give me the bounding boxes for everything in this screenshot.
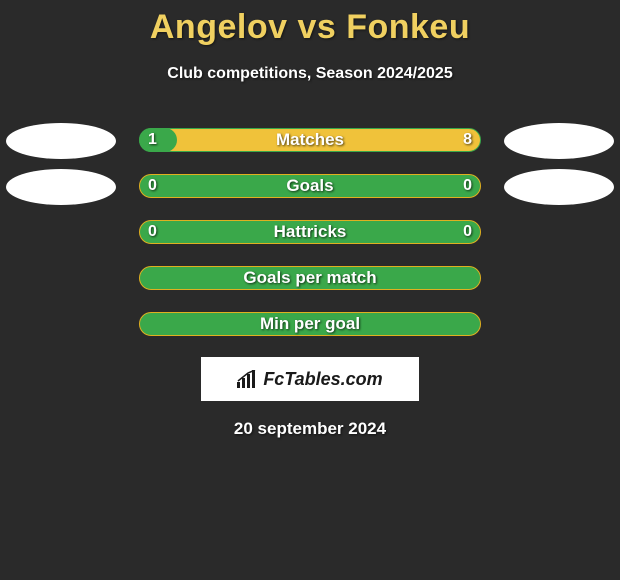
stat-value-left: 0	[148, 174, 157, 198]
stat-value-right: 0	[463, 174, 472, 198]
stat-row: Goals0 0	[0, 163, 620, 209]
player-avatar-left	[6, 169, 116, 205]
stat-value-left: 0	[148, 220, 157, 244]
stats-list: Matches18Goals00Hattricks00Goals per mat…	[0, 117, 620, 347]
stat-label: Goals per match	[139, 266, 481, 290]
stat-label: Matches	[139, 128, 481, 152]
stat-label: Goals	[139, 174, 481, 198]
stat-value-right: 0	[463, 220, 472, 244]
chart-icon	[237, 370, 259, 388]
stat-value-left: 1	[148, 128, 157, 152]
date-label: 20 september 2024	[0, 419, 620, 439]
stat-row: Matches1 8	[0, 117, 620, 163]
stat-row: Hattricks0 0	[0, 209, 620, 255]
player-avatar-right	[504, 123, 614, 159]
stat-label: Hattricks	[139, 220, 481, 244]
stat-row: Min per goal	[0, 301, 620, 347]
stat-value-right: 8	[463, 128, 472, 152]
stat-row: Goals per match	[0, 255, 620, 301]
page-title: Angelov vs Fonkeu	[0, 0, 620, 47]
brand-text: FcTables.com	[263, 369, 382, 390]
brand-box[interactable]: FcTables.com	[201, 357, 419, 401]
player-avatar-right	[504, 169, 614, 205]
player-avatar-left	[6, 123, 116, 159]
stat-label: Min per goal	[139, 312, 481, 336]
brand-label: FcTables.com	[237, 369, 382, 390]
comparison-card: Angelov vs Fonkeu Club competitions, Sea…	[0, 0, 620, 580]
subtitle: Club competitions, Season 2024/2025	[0, 65, 620, 83]
